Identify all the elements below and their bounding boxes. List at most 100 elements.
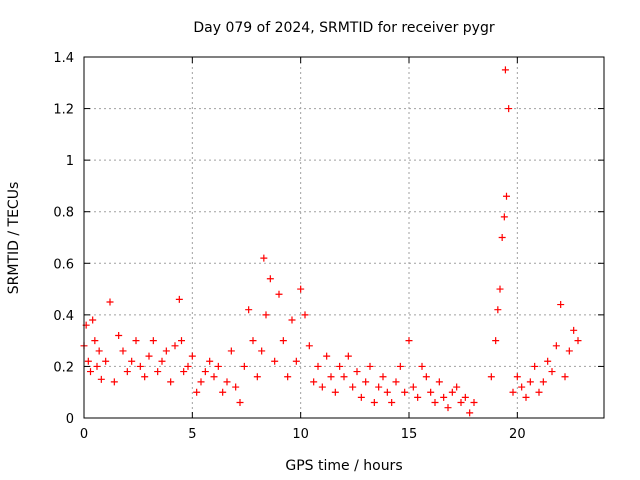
data-point bbox=[284, 373, 292, 381]
data-point bbox=[193, 388, 201, 396]
tick-layer: 0 5 10 15 20 0 0.2 0.4 0.6 0.8 1 1.2 1.4 bbox=[53, 51, 604, 442]
data-point bbox=[145, 352, 153, 360]
y-tick-label: 1.4 bbox=[53, 51, 74, 66]
data-point bbox=[158, 357, 166, 365]
data-point bbox=[245, 306, 253, 314]
plot-frame bbox=[83, 56, 605, 419]
data-point bbox=[227, 347, 235, 355]
data-point bbox=[188, 352, 196, 360]
data-point bbox=[561, 373, 569, 381]
data-point bbox=[260, 254, 268, 262]
data-point bbox=[414, 393, 422, 401]
y-tick-label: 0.4 bbox=[53, 309, 74, 324]
y-tick-label: 0 bbox=[66, 412, 74, 427]
data-point bbox=[435, 378, 443, 386]
data-point bbox=[87, 368, 94, 376]
data-point bbox=[383, 388, 391, 396]
data-point bbox=[175, 295, 183, 303]
data-point bbox=[102, 357, 110, 365]
data-point bbox=[557, 301, 565, 309]
data-point bbox=[552, 342, 560, 350]
y-tick-label: 0.8 bbox=[53, 206, 74, 221]
data-point bbox=[266, 275, 274, 283]
data-point bbox=[565, 347, 573, 355]
data-point bbox=[249, 337, 257, 345]
data-point bbox=[544, 357, 552, 365]
data-point bbox=[353, 368, 361, 376]
data-point bbox=[201, 368, 209, 376]
data-point bbox=[292, 357, 300, 365]
chart-title: Day 079 of 2024, SRMTID for receiver pyg… bbox=[193, 20, 494, 36]
data-point bbox=[219, 388, 227, 396]
data-point bbox=[344, 352, 352, 360]
data-point bbox=[106, 298, 114, 306]
data-point bbox=[509, 388, 517, 396]
data-point bbox=[331, 388, 339, 396]
data-point bbox=[123, 368, 131, 376]
data-point bbox=[136, 362, 144, 370]
data-point bbox=[223, 378, 231, 386]
data-point bbox=[357, 393, 365, 401]
data-point bbox=[149, 337, 157, 345]
data-point bbox=[310, 378, 318, 386]
data-point bbox=[154, 368, 162, 376]
data-point bbox=[405, 337, 413, 345]
data-point bbox=[262, 311, 270, 319]
data-point bbox=[132, 337, 140, 345]
y-tick-label: 0.6 bbox=[53, 257, 74, 272]
data-point bbox=[95, 347, 103, 355]
data-point bbox=[422, 373, 430, 381]
data-point bbox=[232, 383, 240, 391]
data-point bbox=[366, 362, 374, 370]
data-point bbox=[396, 362, 404, 370]
data-point bbox=[409, 383, 417, 391]
data-point bbox=[461, 393, 469, 401]
grid-layer bbox=[84, 57, 604, 418]
data-point bbox=[197, 378, 205, 386]
x-tick-label: 20 bbox=[509, 427, 526, 442]
data-point bbox=[518, 383, 526, 391]
data-point bbox=[487, 373, 495, 381]
x-tick-label: 15 bbox=[401, 427, 418, 442]
data-point bbox=[513, 373, 521, 381]
data-point bbox=[375, 383, 383, 391]
data-point bbox=[178, 337, 185, 345]
data-point bbox=[494, 306, 502, 314]
data-point bbox=[327, 373, 335, 381]
data-point bbox=[501, 66, 509, 74]
y-tick-label: 1 bbox=[66, 154, 74, 169]
x-tick-label: 0 bbox=[80, 427, 88, 442]
data-point bbox=[258, 347, 266, 355]
data-point bbox=[349, 383, 357, 391]
data-point bbox=[539, 378, 547, 386]
data-point bbox=[570, 326, 578, 334]
data-point bbox=[89, 316, 97, 324]
data-point bbox=[214, 362, 222, 370]
data-point bbox=[336, 362, 344, 370]
data-point bbox=[370, 399, 378, 407]
data-layer bbox=[80, 66, 582, 417]
data-point bbox=[128, 357, 136, 365]
data-point bbox=[271, 357, 279, 365]
data-point bbox=[240, 362, 248, 370]
data-point bbox=[167, 378, 175, 386]
data-point bbox=[110, 378, 118, 386]
data-point bbox=[574, 337, 582, 345]
data-point bbox=[84, 357, 92, 365]
data-point bbox=[236, 399, 244, 407]
y-tick-label: 0.2 bbox=[53, 360, 74, 375]
data-point bbox=[496, 285, 504, 293]
data-point bbox=[206, 357, 214, 365]
data-point bbox=[498, 234, 506, 241]
data-point bbox=[141, 373, 149, 381]
data-point bbox=[548, 368, 556, 376]
data-point bbox=[162, 347, 170, 355]
data-point bbox=[500, 213, 508, 221]
data-point bbox=[388, 399, 396, 407]
data-point bbox=[531, 362, 539, 370]
data-point bbox=[91, 337, 99, 345]
data-point bbox=[470, 399, 478, 407]
data-point bbox=[503, 192, 510, 200]
data-point bbox=[522, 393, 530, 401]
